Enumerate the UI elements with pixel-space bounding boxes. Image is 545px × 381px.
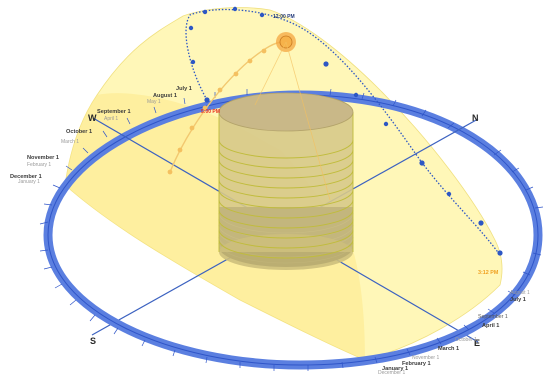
direction-east: E bbox=[474, 338, 480, 348]
summer-sun-path bbox=[185, 8, 501, 256]
left-date-label-3-secondary: March 1 bbox=[61, 139, 79, 145]
building-body bbox=[219, 112, 353, 252]
sun-ray-b bbox=[285, 41, 331, 201]
direction-south: S bbox=[90, 336, 96, 346]
right-date-label-1-secondary: April 1 bbox=[482, 323, 499, 329]
time-label-sunrise-mark: 5:00 PM bbox=[201, 109, 220, 115]
left-date-label-3-primary: October 1 bbox=[66, 129, 92, 135]
right-date-label-2-primary: October 1 bbox=[455, 337, 477, 343]
right-date-label-3-secondary: November 1 bbox=[412, 355, 439, 361]
right-date-label-4-secondary: January 1 bbox=[382, 366, 408, 372]
left-date-label-0-primary: September 1 bbox=[97, 109, 131, 115]
right-date-label-3-primary: February 1 bbox=[402, 361, 431, 367]
left-date-label-4-primary: November 1 bbox=[27, 155, 59, 161]
left-date-label-0-secondary: April 1 bbox=[104, 116, 118, 122]
building bbox=[218, 92, 354, 270]
left-date-label-1-secondary: May 1 bbox=[147, 99, 161, 105]
right-date-labels: July 1 August 1 September 1 April 1 Octo… bbox=[378, 290, 530, 376]
direction-west: W bbox=[88, 113, 97, 123]
left-date-label-2-primary: July 1 bbox=[176, 86, 192, 92]
daily-sun-path bbox=[169, 41, 284, 173]
summer-sun-path-points bbox=[188, 6, 503, 256]
left-date-label-4-secondary: February 1 bbox=[27, 162, 51, 168]
daily-sun-path-points bbox=[167, 48, 267, 175]
left-date-label-5-primary: December 1 bbox=[10, 174, 42, 180]
ring-ticks bbox=[39, 88, 544, 371]
time-label-sunset: 3:12 PM bbox=[478, 270, 499, 276]
left-date-label-5-secondary: January 1 bbox=[18, 179, 40, 185]
left-date-labels: September 1 April 1 August 1 May 1 July … bbox=[10, 86, 192, 185]
right-date-label-4-primary: December 1 bbox=[378, 370, 405, 376]
left-date-label-1-primary: August 1 bbox=[153, 93, 177, 99]
building-roof bbox=[218, 92, 354, 132]
right-date-label-0-primary: July 1 bbox=[510, 297, 526, 303]
right-date-label-2-secondary: March 1 bbox=[438, 346, 459, 352]
right-date-label-0-secondary: August 1 bbox=[510, 290, 530, 296]
direction-north: N bbox=[472, 113, 479, 123]
horizon-ring-front-edge bbox=[47, 234, 539, 366]
sun-ray-a bbox=[254, 41, 287, 106]
right-date-label-1-primary: September 1 bbox=[478, 314, 508, 320]
time-label-noon: 12:00 PM bbox=[273, 14, 295, 20]
building-bottom bbox=[219, 234, 353, 270]
sun-path-surface-shade bbox=[65, 93, 365, 360]
